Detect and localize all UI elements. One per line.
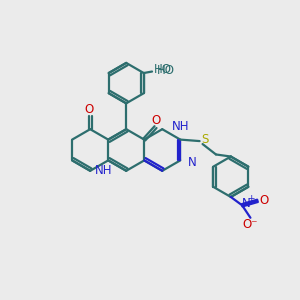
Text: N: N [188,156,197,169]
Text: HO: HO [154,63,172,76]
Text: O: O [260,194,269,207]
Text: O: O [151,114,160,127]
Text: HO: HO [157,64,175,76]
Text: N: N [242,197,250,210]
Text: O: O [85,103,94,116]
Text: NH: NH [95,164,112,177]
Text: +: + [247,194,254,203]
Text: NH: NH [172,120,189,133]
Text: O⁻: O⁻ [243,218,258,231]
Text: S: S [201,133,208,146]
